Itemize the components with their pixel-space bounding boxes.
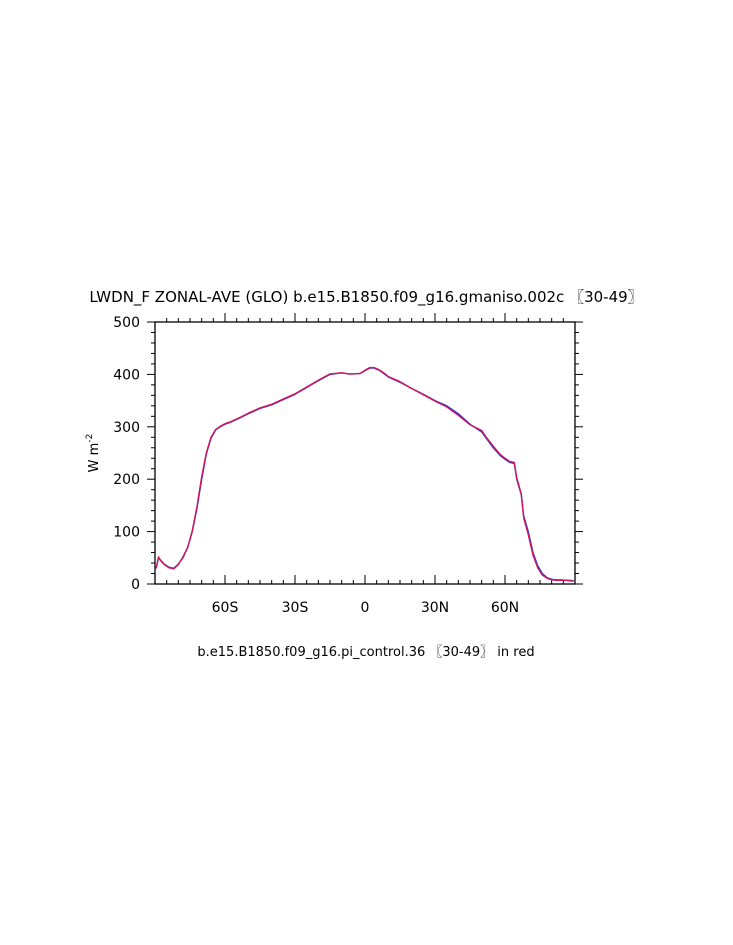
x-tick-labels: 60S 30S 0 30N 60N <box>212 600 520 616</box>
x-tick-label: 60N <box>491 600 519 616</box>
plot-frame <box>154 321 576 585</box>
y-axis-label-text: W m <box>87 443 102 473</box>
x-tick-label: 30N <box>421 600 449 616</box>
y-axis-label: W m-2 <box>85 434 102 473</box>
series-lines <box>155 366 574 582</box>
y-tick-labels: 0 100 200 300 400 500 <box>113 315 140 593</box>
y-tick-label: 300 <box>113 420 140 436</box>
y-tick-label: 100 <box>113 525 140 541</box>
x-tick-label: 60S <box>212 600 239 616</box>
y-tick-label: 400 <box>113 367 140 383</box>
y-tick-label: 500 <box>113 315 140 331</box>
chart-footer: b.e15.B1850.f09_g16.pi_control.36 〖30-49… <box>197 645 534 660</box>
x-tick-label: 0 <box>361 600 370 616</box>
y-tick-label: 200 <box>113 472 140 488</box>
axis-ticks <box>147 313 583 585</box>
series-line-1 <box>155 366 574 582</box>
chart-title: LWDN_F ZONAL-AVE (GLO) b.e15.B1850.f09_g… <box>89 288 642 307</box>
y-axis-label-superscript: -2 <box>85 434 95 443</box>
x-tick-label: 30S <box>282 600 309 616</box>
series-line-0 <box>155 367 574 582</box>
y-tick-label: 0 <box>131 577 140 593</box>
